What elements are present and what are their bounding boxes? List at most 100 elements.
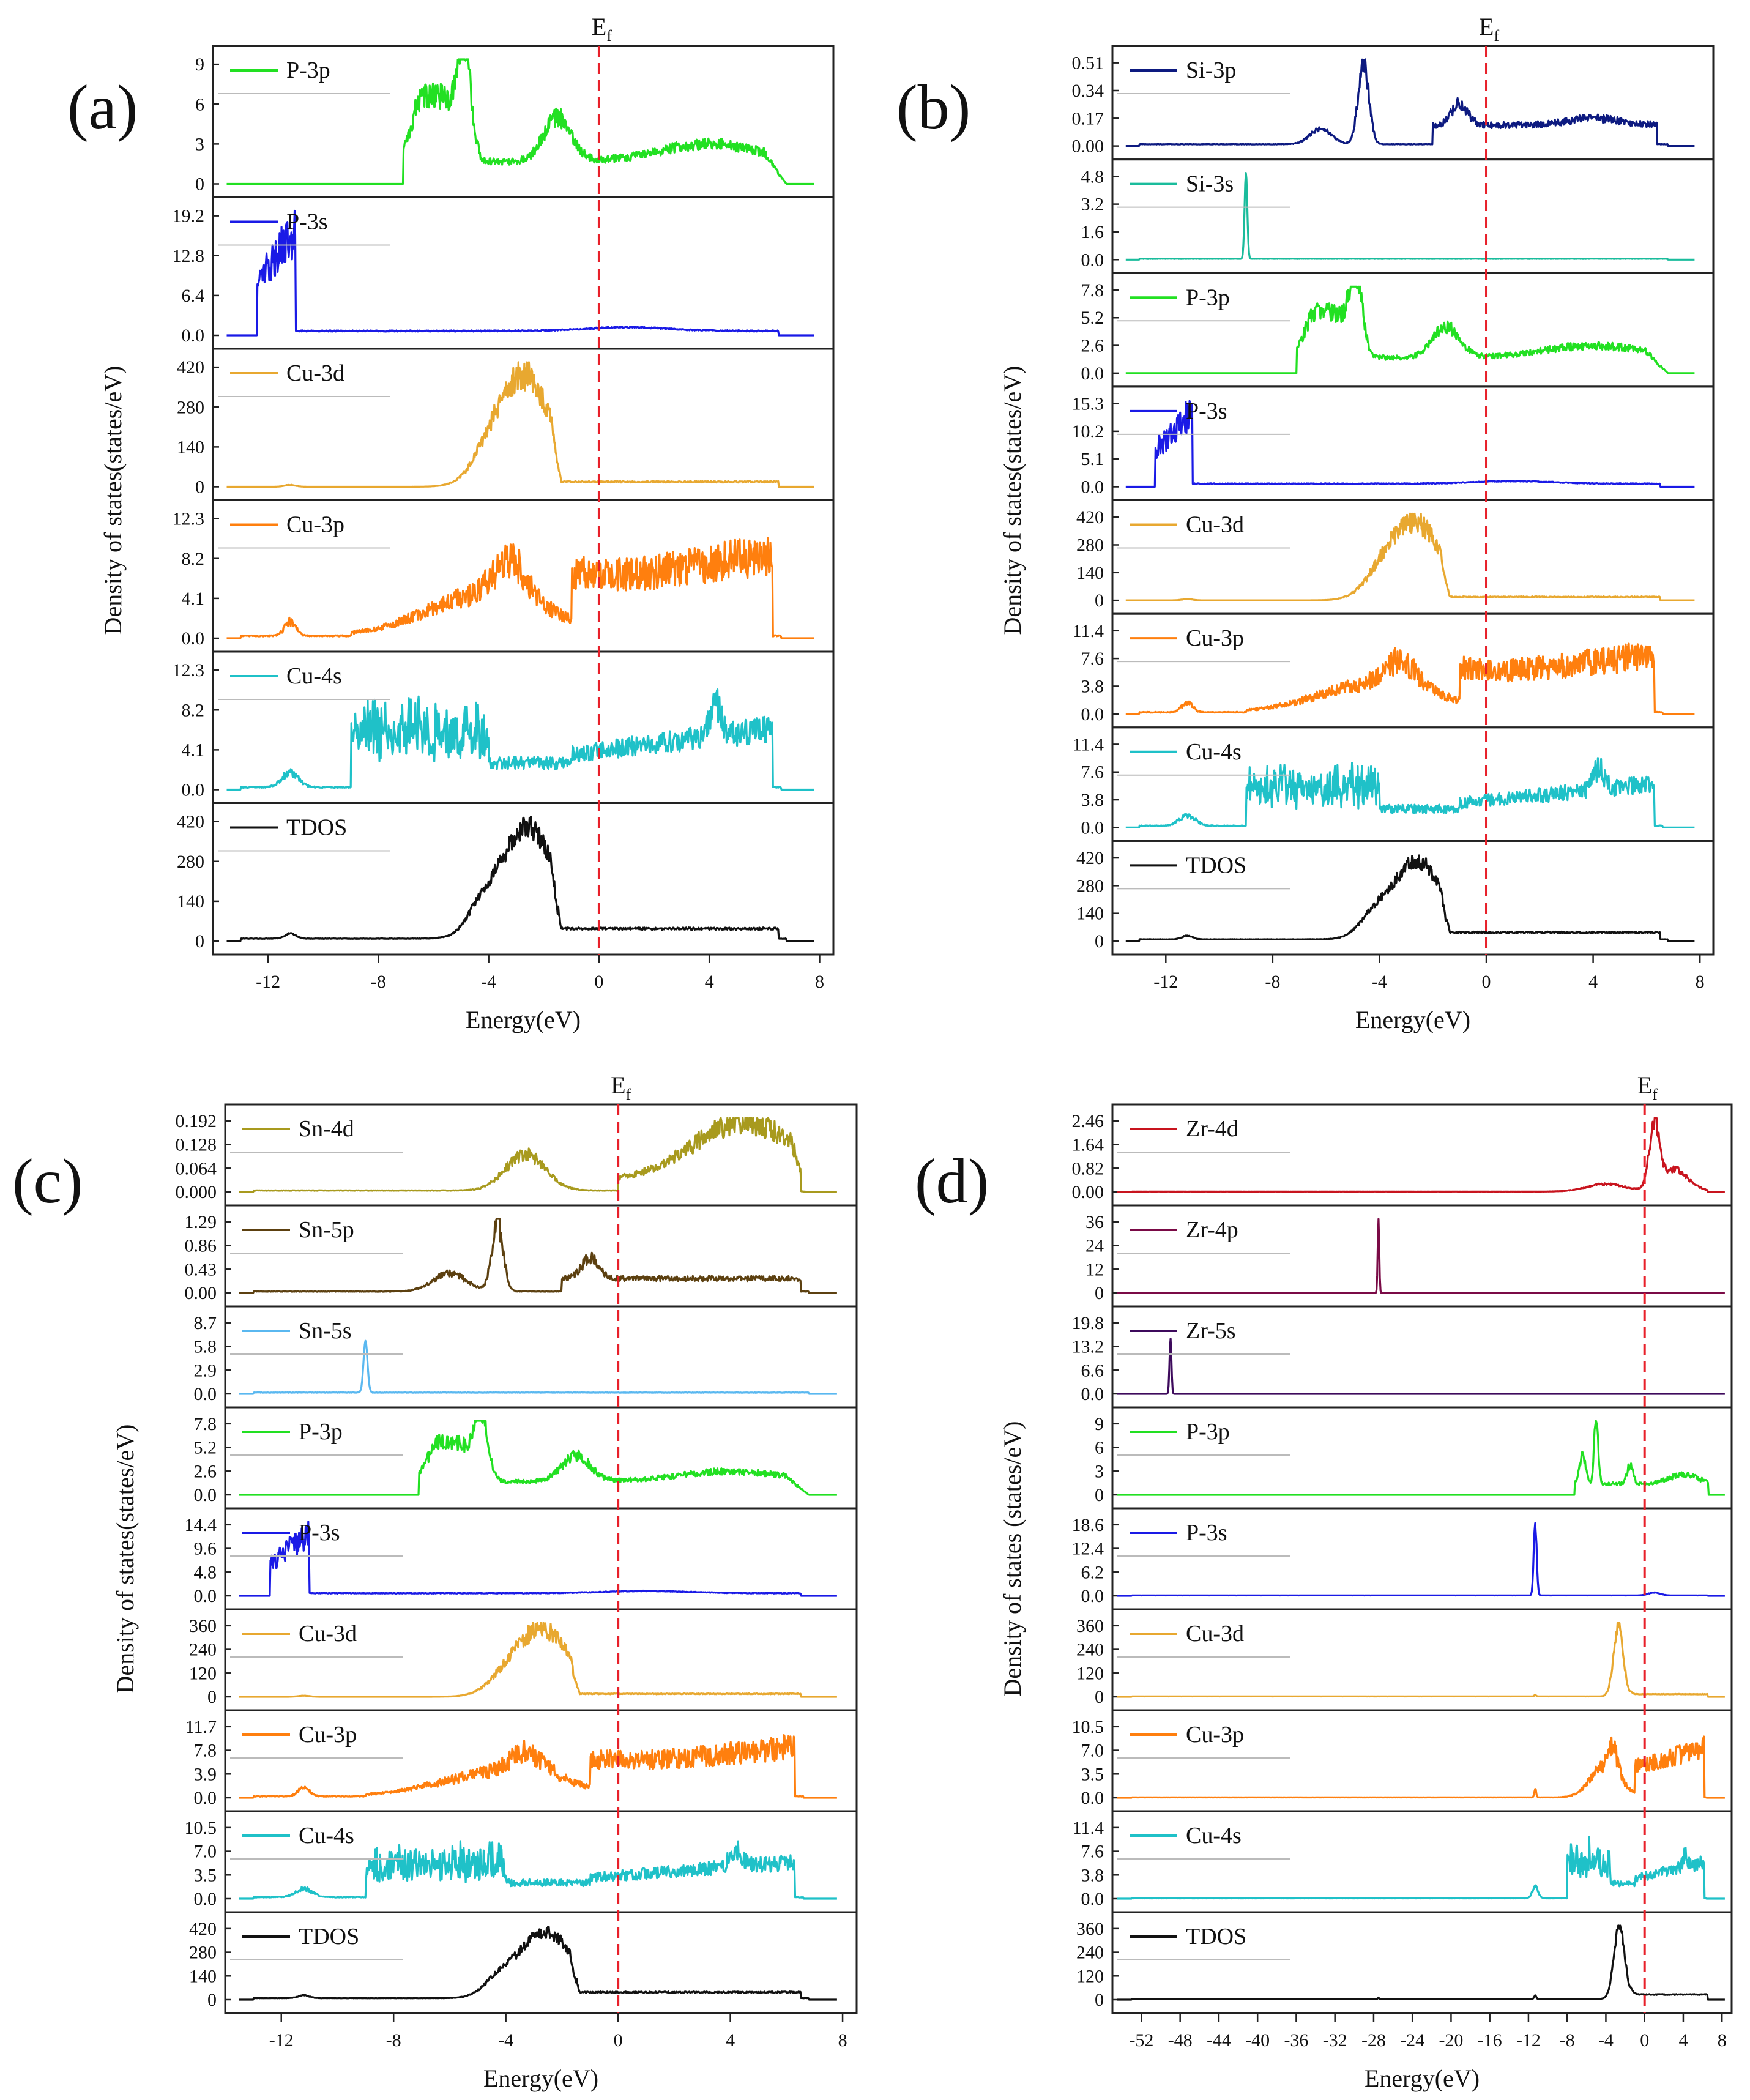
subplot-frame bbox=[1111, 1911, 1733, 2014]
y-tick-label: 3.9 bbox=[194, 1764, 217, 1784]
legend-label: P-3s bbox=[299, 1520, 340, 1546]
x-axis-title: Energy(eV) bbox=[483, 2065, 598, 2092]
subplot-cu-4s: 12.3 8.2 4.1 0.0 Cu-4s bbox=[173, 650, 835, 804]
series-line-zr-5s bbox=[1117, 1338, 1726, 1395]
y-tick-label: 12.4 bbox=[1072, 1539, 1104, 1559]
series-line-tdos bbox=[1117, 1924, 1726, 2001]
legend-label: Cu-3p bbox=[1186, 625, 1244, 651]
y-tick-label: 0.0 bbox=[1081, 363, 1104, 384]
x-axis-title: Energy(eV) bbox=[1355, 1006, 1470, 1033]
y-tick-label: 5.1 bbox=[1081, 449, 1104, 469]
y-tick-label: 7.8 bbox=[194, 1741, 217, 1761]
series-line-tdos bbox=[1125, 854, 1695, 942]
y-tick-label: 3 bbox=[195, 134, 204, 154]
series-line-cu-3p bbox=[226, 537, 814, 639]
x-axis-title: Energy(eV) bbox=[466, 1006, 581, 1033]
x-tick-label: -8 bbox=[1265, 972, 1280, 992]
y-axis-title: Density of states(states/eV) bbox=[111, 1424, 139, 1694]
series-line-cu-4s bbox=[1117, 1836, 1726, 1900]
x-tick-label: -8 bbox=[1560, 2030, 1575, 2050]
x-tick-label: -20 bbox=[1439, 2030, 1463, 2050]
y-axis-title: Density of states(states/eV) bbox=[99, 366, 127, 635]
legend-label: Cu-3d bbox=[1186, 512, 1244, 538]
y-tick-label: 3.2 bbox=[1081, 195, 1104, 215]
x-tick-label: 4 bbox=[705, 972, 714, 992]
y-tick-label: 19.8 bbox=[1072, 1313, 1104, 1333]
legend-label: TDOS bbox=[286, 815, 347, 841]
subplot-cu-3d: 360 240 120 0 Cu-3d bbox=[189, 1608, 858, 1711]
y-tick-label: 0.0 bbox=[1081, 1889, 1104, 1909]
y-tick-label: 24 bbox=[1085, 1236, 1104, 1256]
legend-label: Sn-4d bbox=[299, 1116, 354, 1142]
series-line-cu-3p bbox=[239, 1734, 838, 1799]
y-tick-label: 6.2 bbox=[1081, 1562, 1104, 1582]
subplot-p-3p: 7.8 5.2 2.6 0.0 P-3p bbox=[1081, 272, 1715, 388]
legend-label: P-3p bbox=[1186, 285, 1230, 310]
x-tick-label: -24 bbox=[1400, 2030, 1424, 2050]
y-tick-label: 9.6 bbox=[194, 1539, 217, 1559]
y-tick-label: 7.0 bbox=[194, 1842, 217, 1862]
fermi-label: Ef bbox=[592, 13, 612, 45]
x-axis-title: Energy(eV) bbox=[1365, 2065, 1480, 2092]
y-tick-label: 0 bbox=[195, 931, 204, 951]
legend-label: Zr-4d bbox=[1186, 1116, 1238, 1142]
y-tick-label: 0.0 bbox=[194, 1586, 217, 1606]
y-tick-label: 8.2 bbox=[182, 700, 205, 720]
y-tick-label: 7.8 bbox=[1081, 280, 1104, 300]
subplot-zr-5s: 19.8 13.2 6.6 0.0 Zr-5s bbox=[1072, 1305, 1733, 1409]
series-line-p-3p bbox=[226, 58, 814, 185]
subplot-cu-3p: 12.3 8.2 4.1 0.0 Cu-3p bbox=[173, 499, 835, 653]
y-tick-label: 360 bbox=[1076, 1616, 1104, 1636]
y-tick-label: 240 bbox=[1076, 1943, 1104, 1963]
series-line-zr-4p bbox=[1117, 1218, 1726, 1294]
y-tick-label: 140 bbox=[189, 1966, 217, 1986]
subplot-sn-5p: 1.29 0.86 0.43 0.00 Sn-5p bbox=[185, 1204, 858, 1308]
y-tick-label: 3.5 bbox=[1081, 1764, 1104, 1784]
subplot-cu-4s: 10.5 7.0 3.5 0.0 Cu-4s bbox=[185, 1810, 858, 1913]
y-tick-label: 0.0 bbox=[182, 780, 205, 800]
series-line-sn-4d bbox=[239, 1117, 838, 1193]
y-tick-label: 2.6 bbox=[194, 1461, 217, 1481]
y-tick-label: 2.46 bbox=[1072, 1111, 1104, 1131]
y-tick-label: 0.17 bbox=[1072, 108, 1104, 128]
y-tick-label: 0.0 bbox=[182, 326, 205, 346]
series-line-p-3p bbox=[1117, 1420, 1726, 1496]
y-tick-label: 140 bbox=[1076, 563, 1104, 583]
x-tick-label: 0 bbox=[594, 972, 603, 992]
legend-label: P-3s bbox=[286, 209, 328, 235]
series-line-cu-3d bbox=[239, 1622, 838, 1698]
y-tick-label: 3.8 bbox=[1081, 1865, 1104, 1885]
series-line-cu-4s bbox=[239, 1840, 838, 1900]
x-tick-label: -48 bbox=[1168, 2030, 1193, 2050]
y-tick-label: 140 bbox=[1076, 904, 1104, 924]
series-line-cu-3d bbox=[1117, 1622, 1726, 1698]
subplot-p-3s: 15.3 10.2 5.1 0.0 P-3s bbox=[1072, 385, 1715, 501]
y-tick-label: 0.0 bbox=[1081, 1384, 1104, 1404]
x-tick-label: 4 bbox=[1588, 972, 1598, 992]
subplot-cu-3d: 420 280 140 0 Cu-3d bbox=[1076, 499, 1715, 615]
legend-label: Zr-4p bbox=[1186, 1217, 1238, 1243]
subplot-p-3s: 18.6 12.4 6.2 0.0 P-3s bbox=[1072, 1507, 1733, 1610]
y-tick-label: 10.2 bbox=[1072, 422, 1104, 442]
y-tick-label: 13.2 bbox=[1072, 1337, 1104, 1357]
subplot-cu-3p: 11.4 7.6 3.8 0.0 Cu-3p bbox=[1073, 612, 1715, 729]
series-line-cu-3p bbox=[1117, 1735, 1726, 1799]
y-tick-label: 0.000 bbox=[176, 1182, 217, 1202]
x-tick-label: -4 bbox=[1598, 2030, 1614, 2050]
y-tick-label: 1.6 bbox=[1081, 222, 1104, 242]
panel-c: (c)0.1920.1280.0640.000Sn-4d1.290.860.43… bbox=[12, 1071, 858, 2092]
y-tick-label: 120 bbox=[1076, 1663, 1104, 1683]
legend-label: Cu-4s bbox=[1186, 1823, 1242, 1849]
y-tick-label: 360 bbox=[1076, 1919, 1104, 1939]
subplot-zr-4d: 2.46 1.64 0.82 0.00 Zr-4d bbox=[1072, 1103, 1733, 1207]
x-tick-label: -16 bbox=[1478, 2030, 1502, 2050]
series-line-sn-5p bbox=[239, 1218, 838, 1294]
y-tick-label: 0.0 bbox=[1081, 250, 1104, 270]
y-tick-label: 0 bbox=[1095, 1283, 1104, 1303]
y-tick-label: 0.064 bbox=[176, 1158, 217, 1178]
y-tick-label: 2.6 bbox=[1081, 336, 1104, 356]
subplot-sn-5s: 8.7 5.8 2.9 0.0 Sn-5s bbox=[194, 1305, 858, 1409]
x-tick-label: -32 bbox=[1323, 2030, 1347, 2050]
y-tick-label: 11.4 bbox=[1073, 1818, 1104, 1838]
y-tick-label: 11.7 bbox=[185, 1717, 217, 1737]
